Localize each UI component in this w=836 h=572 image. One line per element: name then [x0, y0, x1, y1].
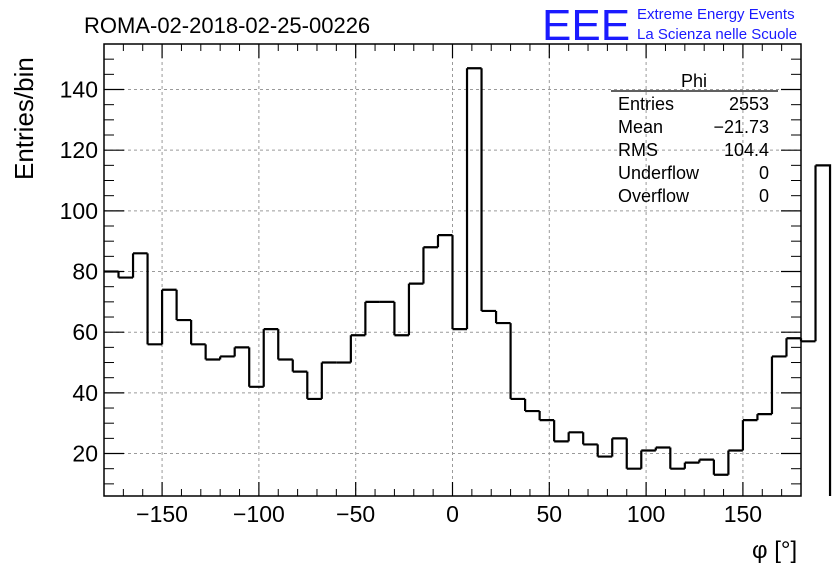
logo-line-1: Extreme Energy Events [637, 6, 795, 23]
histogram-bin [262, 328, 279, 387]
histogram-bin [407, 282, 424, 336]
y-tick-label: 120 [60, 137, 98, 163]
histogram-bin [712, 459, 729, 476]
histogram-bin [146, 253, 163, 346]
histogram-bin [770, 355, 787, 415]
y-tick-label: 100 [60, 198, 98, 224]
histogram-bin [494, 310, 511, 325]
histogram-bin [596, 444, 613, 458]
x-tick-label: 0 [446, 501, 459, 527]
histogram-bin [248, 347, 264, 388]
histogram-bin [669, 447, 685, 470]
stats-value-rms: 104.4 [724, 140, 769, 160]
histogram-bin [320, 361, 337, 399]
y-tick-label: 80 [72, 259, 98, 285]
histogram-bin [175, 289, 192, 322]
histogram-bin [814, 164, 832, 496]
x-tick-label: 150 [724, 501, 762, 527]
stats-label-overflow: Overflow [618, 186, 690, 206]
y-tick-label: 20 [72, 441, 98, 467]
histogram-bin [683, 461, 700, 469]
y-tick-label: 140 [60, 77, 98, 103]
histogram-bin [393, 301, 409, 337]
stats-value-entries: 2553 [729, 94, 769, 114]
histogram-bin [190, 320, 206, 346]
y-tick-label: 40 [72, 380, 98, 406]
stats-label-mean: Mean [618, 117, 663, 137]
stats-box: Phi Entries 2553 Mean −21.73 RMS 104.4 U… [611, 71, 778, 206]
histogram-bin [306, 371, 322, 401]
eee-logo: EEE [542, 1, 630, 50]
histogram-bin [785, 337, 801, 357]
histogram-bin [291, 359, 308, 373]
histogram-bin [364, 300, 380, 336]
histogram-bin [509, 323, 526, 401]
x-tick-label: −100 [233, 501, 285, 527]
stats-title: Phi [681, 71, 707, 91]
histogram-bin [698, 458, 714, 463]
histogram-bin [436, 234, 453, 248]
histogram-bin [131, 252, 148, 278]
logo-line-2: La Scienza nelle Scuole [637, 26, 797, 43]
run-title: ROMA-02-2018-02-25-00226 [84, 13, 370, 38]
histogram-bin [349, 334, 366, 363]
stats-label-underflow: Underflow [618, 163, 700, 183]
stats-value-overflow: 0 [759, 186, 769, 206]
histogram-bin [756, 412, 772, 421]
x-axis-label: φ [°] [752, 537, 797, 564]
histogram-bin [422, 246, 438, 284]
histogram-bin [625, 438, 642, 470]
histogram-bin [524, 398, 540, 413]
y-axis-label: Entries/bin [9, 57, 39, 180]
histogram-bin [567, 431, 584, 442]
x-tick-label: −50 [336, 501, 375, 527]
stats-value-underflow: 0 [759, 163, 769, 183]
histogram-bin [654, 446, 671, 451]
histogram-bin [219, 355, 235, 360]
histogram-bin [117, 271, 134, 279]
histogram-bin [799, 338, 816, 343]
histogram-bin [204, 344, 221, 361]
histogram-bin [727, 449, 743, 475]
histogram-bin [451, 235, 468, 331]
x-tick-label: 100 [627, 501, 665, 527]
stats-value-mean: −21.73 [713, 117, 769, 137]
tick-label-layer: −150 −100 −50 0 50 100 150 20 40 60 80 100 120 140 [60, 77, 762, 527]
tick-layer [103, 44, 802, 496]
histogram-bin [160, 288, 177, 345]
stats-label-rms: RMS [618, 140, 658, 160]
histogram-layer [104, 67, 832, 496]
histogram-bin [538, 411, 555, 422]
histogram-bin [277, 329, 293, 361]
x-tick-label: −150 [136, 501, 188, 527]
x-tick-label: 50 [537, 501, 563, 527]
histogram-bin [611, 437, 627, 457]
histogram-bin [553, 420, 569, 443]
y-tick-label: 60 [72, 319, 98, 345]
histogram-bin [640, 449, 656, 469]
histogram-bin [582, 432, 598, 446]
histogram-bin [741, 419, 758, 451]
stats-label-entries: Entries [618, 94, 674, 114]
histogram-bin [233, 346, 250, 357]
histogram-bin [480, 68, 497, 313]
histogram-bin [465, 67, 482, 330]
